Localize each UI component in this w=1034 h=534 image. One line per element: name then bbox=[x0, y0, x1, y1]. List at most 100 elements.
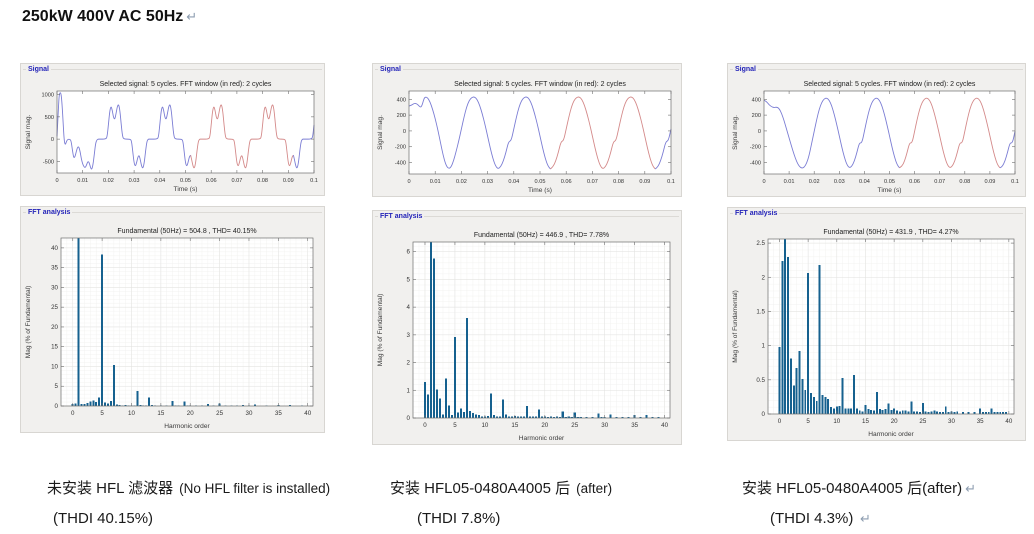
svg-text:0: 0 bbox=[407, 179, 410, 185]
svg-text:200: 200 bbox=[397, 113, 406, 119]
svg-text:Time (s): Time (s) bbox=[528, 187, 552, 194]
svg-text:5: 5 bbox=[55, 383, 59, 390]
caption-2-zh: 安装 HFL05-0480A4005 后 bbox=[390, 480, 571, 497]
svg-text:0: 0 bbox=[55, 178, 58, 184]
caption-1-line1: 未安装 HFL 滤波器 (No HFL filter is installed) bbox=[47, 477, 330, 498]
svg-text:1: 1 bbox=[407, 387, 411, 394]
svg-text:Harmonic order: Harmonic order bbox=[164, 423, 210, 430]
svg-text:40: 40 bbox=[51, 245, 58, 252]
svg-text:Mag (% of Fundamental): Mag (% of Fundamental) bbox=[377, 294, 384, 367]
svg-text:0.05: 0.05 bbox=[180, 178, 191, 184]
svg-text:10: 10 bbox=[51, 363, 58, 370]
svg-text:Signal mag.: Signal mag. bbox=[25, 114, 32, 149]
groupbox-line bbox=[730, 69, 1023, 70]
svg-text:10: 10 bbox=[128, 410, 135, 417]
svg-text:Mag (% of Fundamental): Mag (% of Fundamental) bbox=[732, 290, 739, 363]
svg-text:15: 15 bbox=[862, 418, 869, 425]
svg-text:500: 500 bbox=[45, 115, 54, 121]
svg-text:-400: -400 bbox=[395, 161, 406, 167]
fft-chart-3: 0 5 10 15 20 25 30 35 40 0 0.5 1 1.5 2 2.5 Fundamental … bbox=[732, 229, 1015, 438]
svg-text:0.06: 0.06 bbox=[206, 178, 217, 184]
svg-text:35: 35 bbox=[977, 418, 984, 425]
svg-text:25: 25 bbox=[216, 410, 223, 417]
caption-2-thdi: (THDI 7.8%) bbox=[417, 510, 501, 527]
caption-3-line1: 安装 HFL05-0480A4005 后(after) ↵ bbox=[742, 477, 976, 498]
svg-text:5: 5 bbox=[100, 410, 104, 417]
svg-text:25: 25 bbox=[919, 418, 926, 425]
caption-1: 未安装 HFL 滤波器 (No HFL filter is installed) … bbox=[47, 477, 330, 527]
fft-panel-label: FFT analysis bbox=[733, 209, 780, 218]
page-title: 250kW 400V AC 50Hz ↵ bbox=[22, 8, 197, 26]
svg-text:1000: 1000 bbox=[42, 93, 54, 99]
svg-text:0: 0 bbox=[403, 129, 406, 135]
caption-2-line1: 安装 HFL05-0480A4005 后 (after) bbox=[390, 477, 612, 498]
svg-text:2: 2 bbox=[762, 274, 766, 281]
svg-text:0.08: 0.08 bbox=[959, 179, 970, 185]
svg-text:Signal mag.: Signal mag. bbox=[377, 115, 384, 150]
signal-chart-2: 0 0.01 0.02 0.03 0.04 0.05 0.06 0.07 0.08 0.09 0.1… bbox=[377, 81, 675, 194]
svg-text:0.09: 0.09 bbox=[984, 179, 995, 185]
svg-text:0.05: 0.05 bbox=[884, 179, 895, 185]
svg-text:200: 200 bbox=[752, 113, 761, 119]
svg-text:Time (s): Time (s) bbox=[174, 186, 198, 193]
svg-text:20: 20 bbox=[51, 324, 58, 331]
svg-text:-200: -200 bbox=[750, 145, 761, 151]
svg-text:40: 40 bbox=[304, 410, 311, 417]
fft-chart-2: 0 5 10 15 20 25 30 35 40 0 1 2 3 4 5 6 Fundamental (50Hz… bbox=[377, 232, 671, 442]
svg-text:20: 20 bbox=[891, 418, 898, 425]
svg-text:0.04: 0.04 bbox=[508, 179, 519, 185]
svg-text:40: 40 bbox=[661, 422, 668, 429]
svg-text:-400: -400 bbox=[750, 161, 761, 167]
svg-text:15: 15 bbox=[157, 410, 164, 417]
caption-3: 安装 HFL05-0480A4005 后(after) ↵ (THDI 4.3%)… bbox=[742, 477, 976, 527]
signal-figure-3[interactable]: Signal 0 0.01 0.02 0.03 0.04 0.05 0.06 0.07 0.08… bbox=[727, 63, 1026, 197]
svg-text:30: 30 bbox=[51, 284, 58, 291]
svg-text:6: 6 bbox=[407, 249, 411, 256]
svg-text:0: 0 bbox=[762, 179, 765, 185]
svg-text:0.09: 0.09 bbox=[283, 178, 294, 184]
fft-panel-label: FFT analysis bbox=[26, 208, 73, 217]
signal-figure-2[interactable]: Signal 0 0.01 0.02 0.03 0.04 0.05 0.06 0.07 0.08… bbox=[372, 63, 682, 197]
svg-text:0.08: 0.08 bbox=[257, 178, 268, 184]
svg-text:0.06: 0.06 bbox=[561, 179, 572, 185]
svg-text:30: 30 bbox=[601, 422, 608, 429]
fft-figure-3[interactable]: FFT analysis 0 5 10 15 20 25 30 35 40 0 0.5 1 1.5 2 2.… bbox=[727, 207, 1026, 441]
svg-text:25: 25 bbox=[51, 304, 58, 311]
return-mark: ↵ bbox=[856, 511, 871, 526]
svg-text:35: 35 bbox=[51, 265, 58, 272]
svg-text:0.07: 0.07 bbox=[934, 179, 945, 185]
svg-text:0.03: 0.03 bbox=[129, 178, 140, 184]
svg-text:5: 5 bbox=[453, 422, 457, 429]
signal-chart-1: 0 0.01 0.02 0.03 0.04 0.05 0.06 0.07 0.08 0.09 0.1… bbox=[25, 81, 318, 193]
svg-text:0: 0 bbox=[762, 411, 766, 418]
svg-text:0.01: 0.01 bbox=[77, 178, 88, 184]
svg-text:0: 0 bbox=[407, 415, 411, 422]
svg-text:Fundamental (50Hz) = 431.9 , T: Fundamental (50Hz) = 431.9 , THD= 4.27% bbox=[823, 229, 958, 236]
svg-text:0: 0 bbox=[51, 137, 54, 143]
groupbox-line bbox=[23, 212, 322, 213]
caption-3-thdi: (THDI 4.3%) ↵ bbox=[770, 510, 871, 527]
svg-text:Fundamental (50Hz) = 504.8 , T: Fundamental (50Hz) = 504.8 , THD= 40.15% bbox=[117, 228, 256, 235]
svg-text:Selected signal: 5 cycles. FFT: Selected signal: 5 cycles. FFT window (i… bbox=[454, 81, 626, 88]
svg-text:0.09: 0.09 bbox=[639, 179, 650, 185]
svg-text:20: 20 bbox=[187, 410, 194, 417]
groupbox-line bbox=[23, 69, 322, 70]
fft-figure-1[interactable]: FFT analysis 0 5 10 15 20 25 30 35 40 0 5 10 15 20 25 3… bbox=[20, 206, 325, 433]
svg-text:0.07: 0.07 bbox=[231, 178, 242, 184]
groupbox-line bbox=[730, 213, 1023, 214]
svg-text:5: 5 bbox=[407, 276, 411, 283]
svg-text:0.04: 0.04 bbox=[154, 178, 165, 184]
svg-text:1.5: 1.5 bbox=[756, 308, 765, 315]
svg-text:20: 20 bbox=[541, 422, 548, 429]
svg-text:0.1: 0.1 bbox=[310, 178, 318, 184]
svg-text:0.06: 0.06 bbox=[909, 179, 920, 185]
fft-figure-2[interactable]: FFT analysis 0 5 10 15 20 25 30 35 40 0 1 2 3 4 5 6 Fund… bbox=[372, 210, 682, 445]
svg-text:0.03: 0.03 bbox=[834, 179, 845, 185]
signal-figure-1[interactable]: Signal 0 0.01 0.02 0.03 0.04 0.05 0.06 0.07 0.08… bbox=[20, 63, 325, 196]
svg-text:30: 30 bbox=[948, 418, 955, 425]
svg-text:0.07: 0.07 bbox=[587, 179, 598, 185]
svg-text:0: 0 bbox=[423, 422, 427, 429]
signal-chart-3: 0 0.01 0.02 0.03 0.04 0.05 0.06 0.07 0.08 0.09 0.1… bbox=[732, 81, 1019, 194]
svg-text:-500: -500 bbox=[43, 159, 54, 165]
svg-text:0: 0 bbox=[778, 418, 782, 425]
